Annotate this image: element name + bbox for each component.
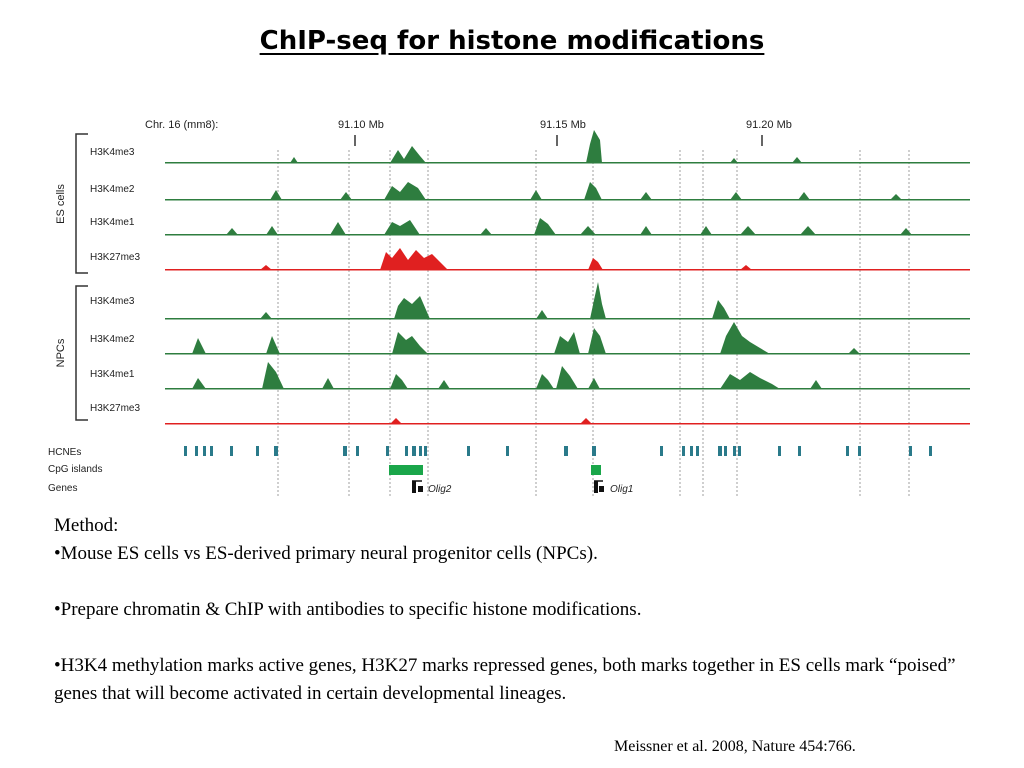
chipseq-figure: Chr. 16 (mm8): 91.10 Mb 91.15 Mb 91.20 M… (48, 119, 970, 498)
track-label-es-h3k4me3: H3K4me3 (90, 147, 135, 158)
track-label-hcnes: HCNEs (48, 447, 81, 458)
track-hcnes (184, 446, 932, 456)
track-npc-h3k4me2 (165, 322, 970, 355)
track-label-genes: Genes (48, 483, 77, 494)
track-label-es-h3k4me2: H3K4me2 (90, 184, 135, 195)
method-bullet-2: •Prepare chromatin & ChIP with antibodie… (54, 599, 642, 620)
track-es-h3k4me3 (165, 130, 970, 164)
gene-olig2: Olig2 (412, 480, 452, 495)
track-es-h3k4me1 (165, 218, 970, 236)
track-cpg-islands (389, 465, 601, 475)
track-label-cpg-islands: CpG islands (48, 464, 102, 475)
method-bullet-3: •H3K4 methylation marks active genes, H3… (54, 655, 956, 704)
track-npc-h3k27me3 (165, 418, 970, 425)
track-npc-h3k4me3 (165, 282, 970, 320)
method-text: Method: •Mouse ES cells vs ES-derived pr… (54, 512, 974, 708)
track-label-npc-h3k4me1: H3K4me1 (90, 369, 135, 380)
track-label-npc-h3k4me2: H3K4me2 (90, 334, 135, 345)
alignment-lines (277, 150, 910, 498)
coord-label-2: 91.15 Mb (540, 119, 586, 131)
es-group-label: ES cells (55, 184, 67, 224)
track-label-es-h3k27me3: H3K27me3 (90, 252, 140, 263)
gene-label-olig1: Olig1 (610, 484, 633, 495)
track-label-npc-h3k4me3: H3K4me3 (90, 296, 135, 307)
track-label-npc-h3k27me3: H3K27me3 (90, 403, 140, 414)
gene-olig1: Olig1 (594, 480, 633, 495)
method-heading: Method: (54, 515, 119, 536)
track-es-h3k4me2 (165, 182, 970, 201)
slide-title: ChIP-seq for histone modifications (259, 26, 765, 56)
npc-group-label: NPCs (55, 338, 67, 367)
coord-label-1: 91.10 Mb (338, 119, 384, 131)
es-bracket (75, 133, 88, 274)
method-bullet-1: •Mouse ES cells vs ES-derived primary ne… (54, 543, 598, 564)
coord-label-3: 91.20 Mb (746, 119, 792, 131)
chrom-label: Chr. 16 (mm8): (145, 119, 218, 131)
track-es-h3k27me3 (165, 248, 970, 271)
npc-bracket (75, 285, 88, 421)
gene-label-olig2: Olig2 (428, 484, 452, 495)
track-label-es-h3k4me1: H3K4me1 (90, 217, 135, 228)
citation: Meissner et al. 2008, Nature 454:766. (614, 738, 856, 755)
track-npc-h3k4me1 (165, 362, 970, 390)
